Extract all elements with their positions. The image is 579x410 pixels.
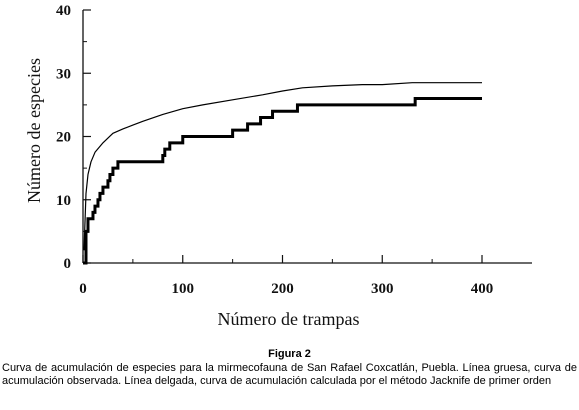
figure-label: Figura 2 (268, 348, 311, 360)
y-axis-title: Número de especies (24, 58, 44, 203)
y-tick-label: 30 (56, 66, 71, 82)
x-axis-title: Número de trampas (218, 309, 360, 329)
series-layer (83, 82, 482, 265)
x-tick-label: 300 (371, 281, 394, 297)
figure-caption-text: Curva de acumulación de especies para la… (2, 362, 577, 387)
x-tick-label: 200 (271, 281, 294, 297)
figure-caption: Figura 2 Curva de acumulación de especie… (2, 348, 577, 388)
y-tick-label: 10 (56, 193, 71, 209)
axes (82, 9, 532, 264)
y-tick-label: 40 (56, 3, 71, 19)
y-tick-label: 0 (64, 256, 72, 272)
observed-curve-line (83, 97, 482, 265)
y-tick-label: 20 (56, 130, 71, 146)
x-tick-label: 100 (172, 281, 195, 297)
jacknife-curve-line (83, 82, 482, 251)
x-tick-label: 400 (471, 281, 494, 297)
x-tick-label: 0 (79, 281, 87, 297)
